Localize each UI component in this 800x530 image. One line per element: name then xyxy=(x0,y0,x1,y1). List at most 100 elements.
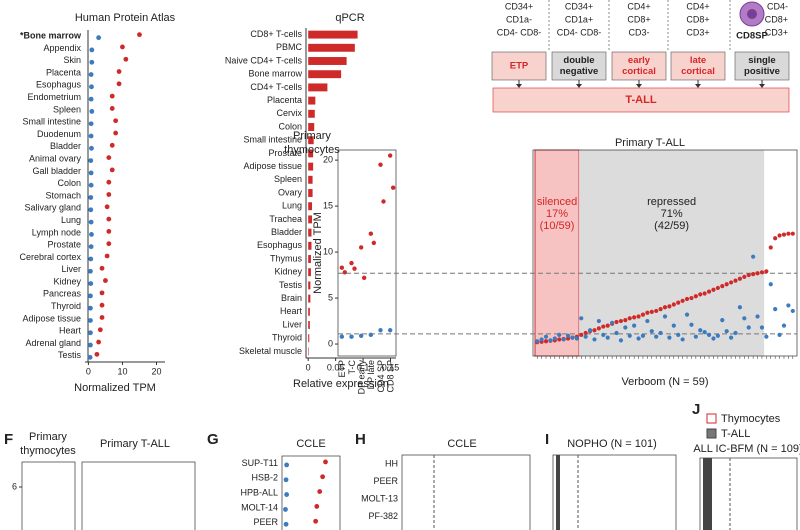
dot xyxy=(636,314,641,319)
marker: CD1a+ xyxy=(565,14,593,24)
dot xyxy=(123,56,129,62)
dot xyxy=(676,332,681,337)
dot xyxy=(381,199,386,204)
dot xyxy=(314,504,320,509)
legend-swatch xyxy=(706,428,717,439)
dot xyxy=(649,309,654,314)
stage-box xyxy=(611,51,667,81)
dot xyxy=(579,332,584,337)
dot xyxy=(349,260,354,266)
category-label: PBMC xyxy=(276,42,303,52)
dot xyxy=(654,308,659,314)
dot xyxy=(790,231,795,236)
dot xyxy=(378,328,383,333)
category-label: Lymph node xyxy=(32,227,81,237)
marker: CD4- CD8- xyxy=(557,27,602,37)
category-label: Salivary gland xyxy=(24,203,81,213)
dot xyxy=(684,296,690,302)
region-label: (10/59) xyxy=(540,220,575,232)
marker: CD4- CD8- xyxy=(497,27,542,37)
dot xyxy=(724,282,729,287)
dot xyxy=(557,332,562,337)
category-label: Lung xyxy=(282,201,302,211)
dot xyxy=(284,462,290,468)
dot xyxy=(781,232,787,237)
dot xyxy=(649,329,654,334)
marker: CD4+ xyxy=(627,1,650,11)
dot xyxy=(614,319,619,325)
dot xyxy=(662,314,668,319)
dot xyxy=(352,266,357,271)
dot xyxy=(88,195,94,200)
stage-box xyxy=(734,51,790,81)
bar xyxy=(308,334,310,343)
panel-title: ALL IC-BFM (N = 109) xyxy=(693,443,800,455)
arrow-head xyxy=(695,84,701,88)
dot xyxy=(390,185,396,190)
dot xyxy=(561,337,566,342)
category-label: DP early xyxy=(357,360,367,395)
dot xyxy=(654,334,659,339)
chart-title: qPCR xyxy=(335,12,364,24)
dot xyxy=(116,81,122,87)
dot xyxy=(786,231,791,236)
dot xyxy=(106,179,112,185)
category-label: Testis xyxy=(279,280,303,290)
category-label: Liver xyxy=(282,319,302,329)
bar xyxy=(308,321,310,329)
dot xyxy=(729,335,734,340)
category-label: Naive CD4+ T-cells xyxy=(225,55,303,65)
y-tick-label: 5 xyxy=(328,292,333,302)
y-tick-label: 0 xyxy=(328,338,333,348)
category-label: Heart xyxy=(280,306,303,316)
dot xyxy=(106,241,112,247)
bar xyxy=(308,241,312,250)
y-axis-label: Normalized TPM xyxy=(312,212,324,294)
arrow-head xyxy=(516,84,522,88)
region xyxy=(579,150,765,356)
dot xyxy=(684,312,690,317)
bar xyxy=(308,136,314,145)
stage-label: positive xyxy=(744,66,780,77)
bar xyxy=(308,255,311,263)
dot xyxy=(715,285,720,291)
dot xyxy=(583,330,588,336)
x-tick-label: 10 xyxy=(117,366,127,376)
dot xyxy=(720,318,725,323)
category-label: Thymus xyxy=(270,253,303,263)
category-label: Spleen xyxy=(274,174,302,184)
category-label: Ovary xyxy=(278,187,303,197)
dot xyxy=(751,272,756,277)
dot xyxy=(543,334,549,339)
marker: CD34+ xyxy=(505,1,533,11)
dot xyxy=(342,270,348,275)
dot xyxy=(596,326,601,331)
dot xyxy=(658,306,663,312)
dot xyxy=(103,278,108,283)
category-label: SUP-T11 xyxy=(242,458,278,468)
dot xyxy=(768,282,773,287)
dot xyxy=(702,291,707,296)
dot xyxy=(680,337,685,342)
dot xyxy=(89,145,94,151)
dot xyxy=(724,329,729,334)
dot xyxy=(378,162,383,167)
dot xyxy=(746,272,751,278)
dot xyxy=(601,332,606,337)
lineage-diagram: T-ALL CD34+CD1a-CD4- CD8-ETPCD34+CD1a+CD… xyxy=(491,0,790,113)
bottom-panels: F Primary thymocytes Primary T-ALL 6 G H… xyxy=(4,401,800,530)
dot xyxy=(358,245,364,250)
category-label: Lung xyxy=(61,215,81,225)
dot xyxy=(667,335,672,340)
dot xyxy=(742,316,747,321)
dot xyxy=(751,254,756,259)
dot xyxy=(658,330,663,336)
dot xyxy=(339,334,345,339)
dot xyxy=(645,318,650,324)
legend-label: T-ALL xyxy=(721,428,750,440)
bar xyxy=(308,175,313,184)
bar xyxy=(308,30,358,39)
stage-label: double xyxy=(563,55,594,66)
category-label: Bladder xyxy=(271,227,302,237)
